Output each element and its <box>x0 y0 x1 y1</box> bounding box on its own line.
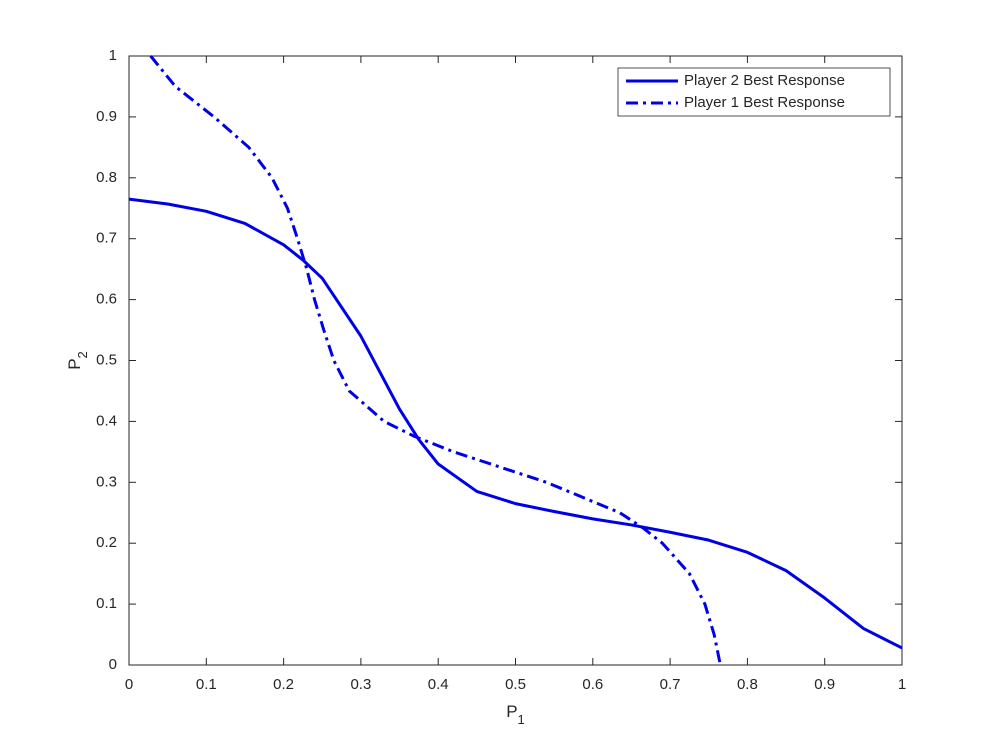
x-tick-label: 0 <box>125 676 133 693</box>
x-tick-label: 0.5 <box>505 676 526 693</box>
y-tick-label: 0.6 <box>96 291 117 308</box>
y-tick-label: 0.2 <box>96 534 117 551</box>
legend-box <box>617 67 891 117</box>
x-tick-label: 0.6 <box>582 676 603 693</box>
y-tick-label: 0 <box>109 656 117 673</box>
legend-label: Player 2 Best Response <box>684 72 845 89</box>
y-tick-label: 0.9 <box>96 108 117 125</box>
y-tick-label: 0.8 <box>96 169 117 186</box>
y-tick-label: 0.5 <box>96 351 117 368</box>
x-axis-label: P1 <box>506 702 525 727</box>
x-tick-label: 0.8 <box>737 676 758 693</box>
y-tick-label: 0.1 <box>96 595 117 612</box>
y-axis-label: P2 <box>65 351 90 370</box>
y-tick-label: 1 <box>109 47 117 64</box>
x-axis-label-subscript: 1 <box>518 712 525 727</box>
line-series <box>149 55 722 666</box>
line-series <box>128 197 903 650</box>
y-tick-label: 0.7 <box>96 230 117 247</box>
x-tick-label: 0.3 <box>350 676 371 693</box>
y-tick-label: 0.3 <box>96 473 117 490</box>
x-tick-label: 1 <box>898 676 906 693</box>
x-axis-label-base: P <box>506 702 517 721</box>
x-tick-label: 0.1 <box>196 676 217 693</box>
x-tick-label: 0.2 <box>273 676 294 693</box>
x-tick-label: 0.4 <box>428 676 449 693</box>
y-axis-label-base: P <box>65 358 84 369</box>
plot-area <box>128 55 903 666</box>
y-tick-label: 0.4 <box>96 412 117 429</box>
x-tick-label: 0.9 <box>814 676 835 693</box>
legend-label: Player 1 Best Response <box>684 94 845 111</box>
x-tick-label: 0.7 <box>660 676 681 693</box>
y-axis-label-subscript: 2 <box>75 351 90 358</box>
